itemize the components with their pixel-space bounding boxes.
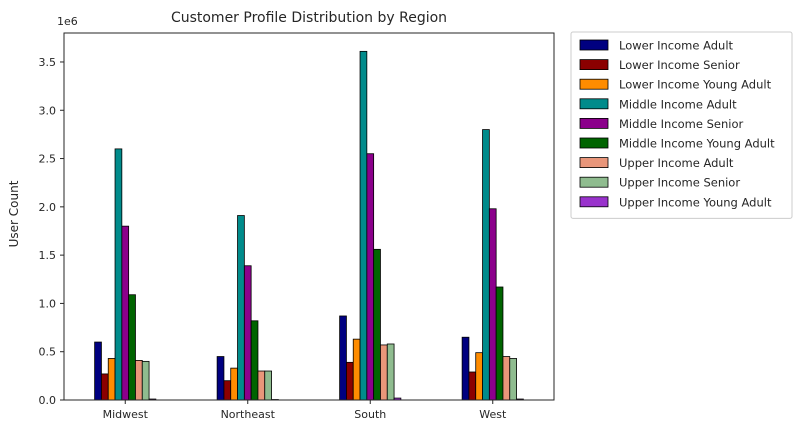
bar-midwest-upper-income-adult <box>135 360 143 401</box>
bar-west-middle-income-senior <box>488 208 497 401</box>
legend-label-lower-income-senior: Lower Income Senior <box>619 58 740 72</box>
legend-swatch-lower-income-senior <box>579 59 609 70</box>
y-tick-label: 0.5 <box>39 346 57 359</box>
bar-south-middle-income-young-adult <box>373 248 381 401</box>
legend-label-lower-income-young-adult: Lower Income Young Adult <box>619 78 772 92</box>
bar-south-upper-income-senior <box>386 343 395 401</box>
plot-frame <box>63 32 555 401</box>
bar-northeast-upper-income-adult <box>257 370 266 401</box>
bar-south-upper-income-adult <box>380 344 388 401</box>
x-tick-label-west: West <box>479 408 507 421</box>
x-tick-label-midwest: Midwest <box>103 408 149 421</box>
legend-swatch-upper-income-senior <box>579 176 609 188</box>
bar-west-lower-income-young-adult <box>475 352 483 401</box>
y-tick-label: 2.0 <box>39 201 57 214</box>
bar-west-upper-income-adult <box>502 356 511 401</box>
legend-label-middle-income-young-adult: Middle Income Young Adult <box>619 137 775 151</box>
legend-label-middle-income-senior: Middle Income Senior <box>619 117 744 131</box>
legend-label-upper-income-young-adult: Upper Income Young Adult <box>619 195 772 209</box>
y-axis: 0.0 0.5 1.0 1.5 2.0 2.5 3.0 3.5 <box>39 56 64 407</box>
bar-midwest-lower-income-adult <box>94 341 102 401</box>
bar-west-lower-income-senior <box>468 371 477 401</box>
bar-northeast-lower-income-adult <box>216 356 225 401</box>
bar-south-lower-income-young-adult <box>352 338 361 401</box>
y-tick-label: 3.5 <box>39 56 57 69</box>
legend-frame <box>570 31 793 219</box>
legend-label-upper-income-adult: Upper Income Adult <box>619 156 734 170</box>
y-tick-label: 0.0 <box>39 394 57 407</box>
x-axis: Midwest Northeast South West <box>103 400 507 421</box>
bar-midwest-lower-income-senior <box>101 373 109 401</box>
legend-swatch-lower-income-young-adult <box>579 78 609 90</box>
legend-swatch-lower-income-adult <box>579 39 609 51</box>
legend-swatch-upper-income-adult <box>579 157 609 169</box>
bar-northeast-lower-income-senior <box>223 380 232 401</box>
legend-label-upper-income-senior: Upper Income Senior <box>619 176 740 190</box>
bar-midwest-middle-income-senior <box>121 225 130 401</box>
legend: Lower Income Adult Lower Income Senior Low… <box>570 31 793 219</box>
legend-swatch-middle-income-young-adult <box>579 137 609 149</box>
y-axis-label: User Count <box>7 180 21 247</box>
bar-west-middle-income-adult <box>482 129 490 401</box>
bar-northeast-middle-income-young-adult <box>250 320 259 401</box>
y-tick-label: 1.5 <box>39 249 57 262</box>
bar-midwest-middle-income-young-adult <box>128 294 136 401</box>
bar-south-lower-income-senior <box>346 361 354 401</box>
x-tick-label-south: South <box>354 408 386 421</box>
bar-midwest-middle-income-adult <box>114 148 123 401</box>
legend-label-lower-income-adult: Lower Income Adult <box>619 39 734 53</box>
y-scale-label: 1e6 <box>57 15 78 28</box>
legend-label-middle-income-adult: Middle Income Adult <box>619 97 737 111</box>
bar-south-middle-income-adult <box>359 50 368 401</box>
legend-swatch-upper-income-young-adult <box>579 196 609 208</box>
bar-northeast-middle-income-adult <box>237 215 245 401</box>
y-tick-label: 1.0 <box>39 297 57 310</box>
bar-south-middle-income-senior <box>366 153 375 401</box>
legend-swatch-middle-income-adult <box>579 98 609 110</box>
bars-group <box>94 50 524 401</box>
y-tick-label: 3.0 <box>39 104 57 117</box>
bar-midwest-upper-income-senior <box>141 360 150 401</box>
bar-west-upper-income-senior <box>509 358 517 401</box>
bar-northeast-upper-income-senior <box>264 370 272 401</box>
y-tick-label: 2.5 <box>39 153 57 166</box>
x-tick-label-northeast: Northeast <box>221 408 276 421</box>
legend-swatch-middle-income-senior <box>579 118 609 129</box>
bar-south-lower-income-adult <box>339 315 347 401</box>
bar-northeast-lower-income-young-adult <box>230 367 238 401</box>
bar-west-middle-income-young-adult <box>495 286 504 401</box>
chart-title: Customer Profile Distribution by Region <box>171 10 447 26</box>
bar-west-lower-income-adult <box>461 336 470 401</box>
bar-northeast-middle-income-senior <box>243 265 252 401</box>
bar-midwest-lower-income-young-adult <box>107 358 116 401</box>
